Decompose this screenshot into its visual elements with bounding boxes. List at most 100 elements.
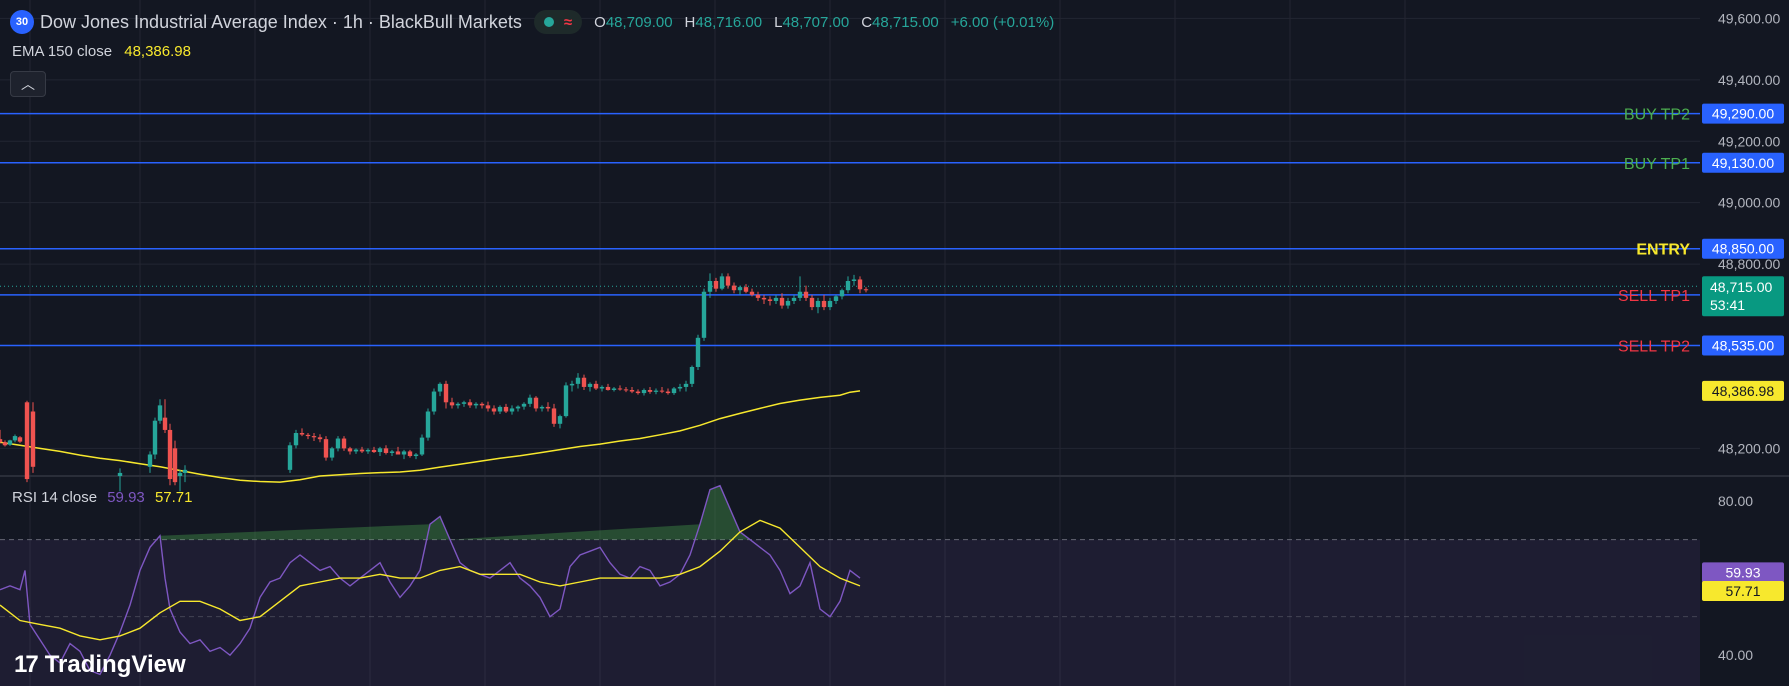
candle-up bbox=[461, 402, 467, 404]
rsi-legend[interactable]: RSI 14 close 59.93 57.71 bbox=[12, 489, 192, 506]
rsi-line bbox=[0, 484, 861, 676]
candle-down bbox=[725, 276, 731, 286]
ema-legend[interactable]: EMA 150 close 48,386.98 bbox=[12, 43, 191, 60]
chart-title[interactable]: Dow Jones Industrial Average Index · 1h … bbox=[40, 11, 522, 32]
candle-up bbox=[521, 403, 527, 407]
candle-down bbox=[162, 417, 168, 430]
candle-down bbox=[779, 297, 785, 306]
candle-down bbox=[713, 280, 719, 289]
candle-up bbox=[677, 386, 683, 389]
candle-up bbox=[845, 280, 851, 291]
candle-up bbox=[641, 390, 647, 394]
candle-down bbox=[395, 451, 401, 455]
candle-up bbox=[569, 383, 575, 386]
candle-down bbox=[551, 408, 557, 424]
rsi-overbought-fill bbox=[160, 485, 750, 540]
candle-up bbox=[157, 405, 163, 421]
last-price-label: 48,715.00 bbox=[1710, 279, 1772, 295]
ema-price-badge bbox=[1702, 380, 1784, 401]
rsi-ma-legend-value: 57.71 bbox=[154, 489, 193, 506]
candle-down bbox=[803, 291, 809, 298]
candle-up bbox=[177, 472, 183, 476]
candle-up bbox=[335, 438, 341, 449]
rsi-axis-tick: 80.00 bbox=[1718, 493, 1753, 509]
rsi-value-label: 59.93 bbox=[1725, 564, 1760, 580]
candle-up bbox=[689, 366, 695, 384]
candle-up bbox=[671, 388, 677, 394]
candle-up bbox=[455, 403, 461, 406]
candle-up bbox=[365, 449, 371, 452]
candle-down bbox=[863, 289, 869, 291]
level-label: BUY TP1 bbox=[1624, 156, 1690, 173]
level-label: BUY TP2 bbox=[1624, 107, 1690, 124]
candle-up bbox=[353, 449, 359, 452]
candle-down bbox=[731, 285, 737, 291]
collapse-legend-button[interactable]: ︿ bbox=[10, 71, 46, 97]
candle-down bbox=[443, 383, 449, 403]
candle-down bbox=[749, 291, 755, 295]
candle-up bbox=[797, 291, 803, 298]
level-label: SELL TP2 bbox=[1618, 338, 1690, 355]
tradingview-logo-text: TradingView bbox=[44, 651, 186, 678]
level-price-badge bbox=[1702, 238, 1784, 259]
candle-up bbox=[527, 397, 533, 404]
symbol-badge[interactable]: 30 bbox=[10, 10, 34, 34]
price-axis-tick: 48,200.00 bbox=[1718, 440, 1780, 456]
chevron-up-icon: ︿ bbox=[21, 76, 35, 92]
candle-down bbox=[629, 390, 635, 392]
candle-down bbox=[623, 389, 629, 391]
countdown-label: 53:41 bbox=[1710, 297, 1745, 313]
level-price-label: 48,535.00 bbox=[1712, 337, 1774, 353]
level-price-label: 48,850.00 bbox=[1712, 241, 1774, 257]
candle-down bbox=[24, 402, 30, 480]
candle-down bbox=[659, 390, 665, 392]
candle-down bbox=[347, 448, 353, 452]
candle-up bbox=[737, 287, 743, 291]
candle-up bbox=[539, 406, 545, 409]
wave-icon: ≈ bbox=[563, 13, 573, 31]
candle-up bbox=[575, 377, 581, 384]
candle-down bbox=[821, 300, 827, 308]
candle-down bbox=[323, 439, 329, 458]
rsi-ma-line bbox=[0, 519, 861, 641]
candle-down bbox=[761, 297, 767, 300]
candle-down bbox=[581, 377, 587, 387]
candle-down bbox=[617, 388, 623, 390]
candle-down bbox=[503, 406, 509, 412]
market-status-pill[interactable]: ≈ bbox=[533, 10, 583, 34]
candle-up bbox=[653, 390, 659, 392]
level-price-label: 49,130.00 bbox=[1712, 155, 1774, 171]
candle-up bbox=[287, 445, 293, 470]
candle-down bbox=[305, 434, 311, 437]
level-price-badge bbox=[1702, 152, 1784, 173]
candle-up bbox=[707, 280, 713, 292]
candle-down bbox=[383, 448, 389, 453]
rsi-value-badge bbox=[1702, 580, 1784, 601]
ema-price-label: 48,386.98 bbox=[1712, 383, 1774, 399]
candle-down bbox=[755, 294, 761, 298]
candle-up bbox=[437, 383, 443, 392]
ohlc-open: O48,709.00 bbox=[594, 13, 673, 31]
level-price-label: 49,290.00 bbox=[1712, 106, 1774, 122]
candle-up bbox=[683, 383, 689, 387]
candle-up bbox=[815, 300, 821, 308]
candle-up bbox=[839, 290, 845, 297]
ema-legend-label: EMA 150 close bbox=[12, 43, 113, 60]
candle-down bbox=[317, 437, 323, 440]
candle-down bbox=[407, 451, 413, 457]
candle-up bbox=[833, 296, 839, 301]
price-axis-tick: 49,000.00 bbox=[1718, 195, 1780, 211]
candle-up bbox=[611, 388, 617, 391]
tradingview-logo[interactable]: 17 TradingView bbox=[14, 651, 186, 679]
candle-up bbox=[851, 279, 857, 281]
price-axis-tick: 48,800.00 bbox=[1718, 256, 1780, 272]
candle-up bbox=[147, 454, 153, 467]
candle-up bbox=[473, 403, 479, 406]
last-price-badge bbox=[1702, 276, 1784, 317]
candle-down bbox=[809, 297, 815, 308]
candle-down bbox=[167, 429, 173, 480]
candle-up bbox=[413, 454, 419, 457]
candle-down bbox=[479, 403, 485, 406]
candle-up bbox=[293, 433, 299, 446]
